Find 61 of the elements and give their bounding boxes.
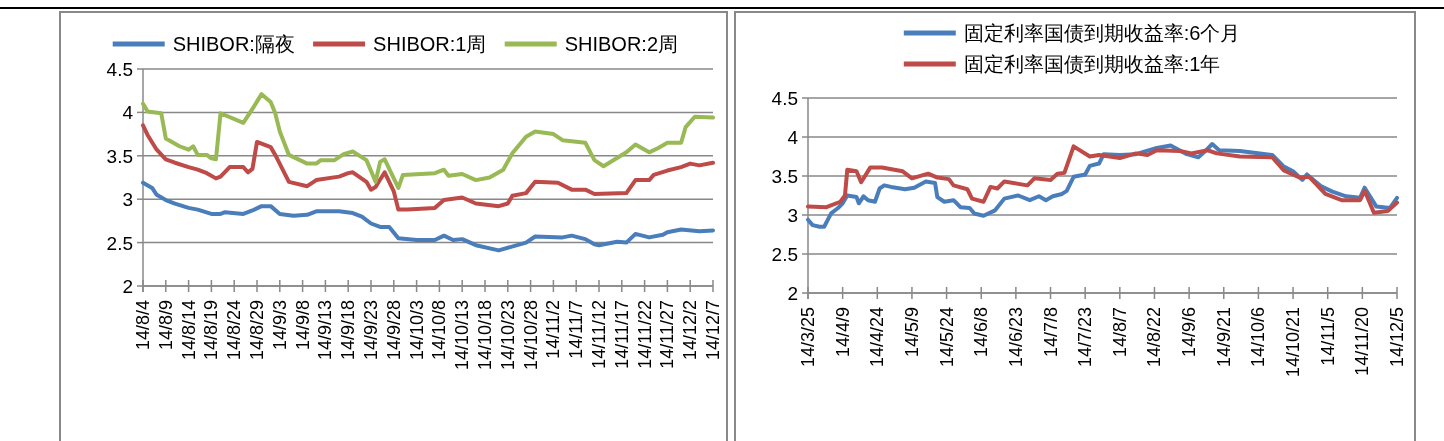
x-tick-label: 14/5/24 (936, 307, 957, 368)
y-tick-label: 2.5 (106, 232, 133, 254)
x-tick-label: 14/8/14 (178, 300, 199, 361)
legend-label: SHIBOR:2周 (564, 33, 679, 55)
x-tick-label: 14/11/17 (611, 300, 632, 369)
legend-label: SHIBOR:隔夜 (172, 33, 295, 55)
x-tick-label: 14/11/7 (566, 300, 587, 359)
x-tick-label: 14/10/3 (406, 300, 427, 361)
x-tick-label: 14/10/8 (429, 300, 450, 361)
legend-label: 固定利率国债到期收益率:6个月 (963, 22, 1241, 44)
x-tick-label: 14/9/28 (383, 300, 404, 361)
x-tick-label: 14/11/5 (1317, 307, 1338, 366)
y-tick-label: 2.5 (771, 244, 798, 265)
x-tick-label: 14/4/24 (867, 307, 888, 368)
x-tick-label: 14/9/18 (338, 300, 359, 361)
x-tick-label: 14/6/8 (971, 307, 992, 358)
x-tick-label: 14/12/5 (1387, 307, 1407, 368)
x-tick-label: 14/12/7 (703, 300, 723, 361)
x-tick-label: 14/9/21 (1213, 307, 1234, 368)
x-tick-label: 14/3/25 (798, 307, 818, 368)
x-tick-label: 14/4/9 (832, 307, 853, 358)
x-tick-label: 14/10/13 (452, 300, 473, 371)
x-tick-label: 14/11/27 (657, 300, 678, 369)
x-tick-label: 14/9/13 (315, 300, 336, 361)
x-tick-label: 14/10/28 (520, 300, 541, 371)
y-tick-label: 4.5 (771, 88, 798, 109)
y-tick-label: 3 (122, 189, 133, 211)
x-tick-label: 14/6/23 (1005, 307, 1026, 368)
x-tick-label: 14/9/3 (269, 300, 290, 351)
x-tick-label: 14/12/2 (680, 300, 701, 361)
y-tick-label: 4.5 (106, 59, 133, 80)
x-tick-label: 14/11/2 (543, 300, 564, 359)
legend-label: 固定利率国债到期收益率:1年 (963, 53, 1221, 75)
x-tick-label: 14/8/4 (133, 300, 153, 351)
y-tick-label: 4 (122, 102, 134, 124)
x-tick-label: 14/7/8 (1040, 307, 1061, 358)
y-tick-label: 3 (787, 205, 798, 226)
x-tick-label: 14/11/12 (589, 300, 609, 369)
x-tick-label: 14/10/23 (497, 300, 518, 371)
x-tick-label: 14/7/23 (1075, 307, 1096, 368)
x-tick-label: 14/11/20 (1352, 307, 1373, 376)
legend-label: SHIBOR:1周 (373, 33, 487, 55)
x-tick-label: 14/9/23 (361, 300, 381, 361)
x-tick-label: 14/8/22 (1144, 307, 1165, 368)
y-tick-label: 2 (122, 276, 133, 297)
y-tick-label: 3.5 (771, 166, 798, 187)
x-tick-label: 14/5/9 (901, 307, 922, 358)
x-tick-label: 14/10/21 (1283, 307, 1304, 378)
x-tick-label: 14/8/24 (224, 300, 245, 361)
x-tick-label: 14/10/6 (1248, 307, 1269, 368)
x-tick-label: 14/9/6 (1179, 307, 1200, 358)
x-tick-label: 14/11/22 (634, 300, 655, 369)
x-tick-label: 14/8/9 (155, 300, 176, 351)
y-tick-label: 3.5 (106, 145, 133, 167)
x-tick-label: 14/8/7 (1109, 307, 1130, 358)
y-tick-label: 2 (787, 283, 798, 304)
x-tick-label: 14/8/29 (247, 300, 267, 361)
x-tick-label: 14/9/8 (292, 300, 313, 351)
x-tick-label: 14/10/18 (475, 300, 495, 371)
y-tick-label: 4 (787, 127, 799, 148)
x-tick-label: 14/8/19 (201, 300, 222, 361)
